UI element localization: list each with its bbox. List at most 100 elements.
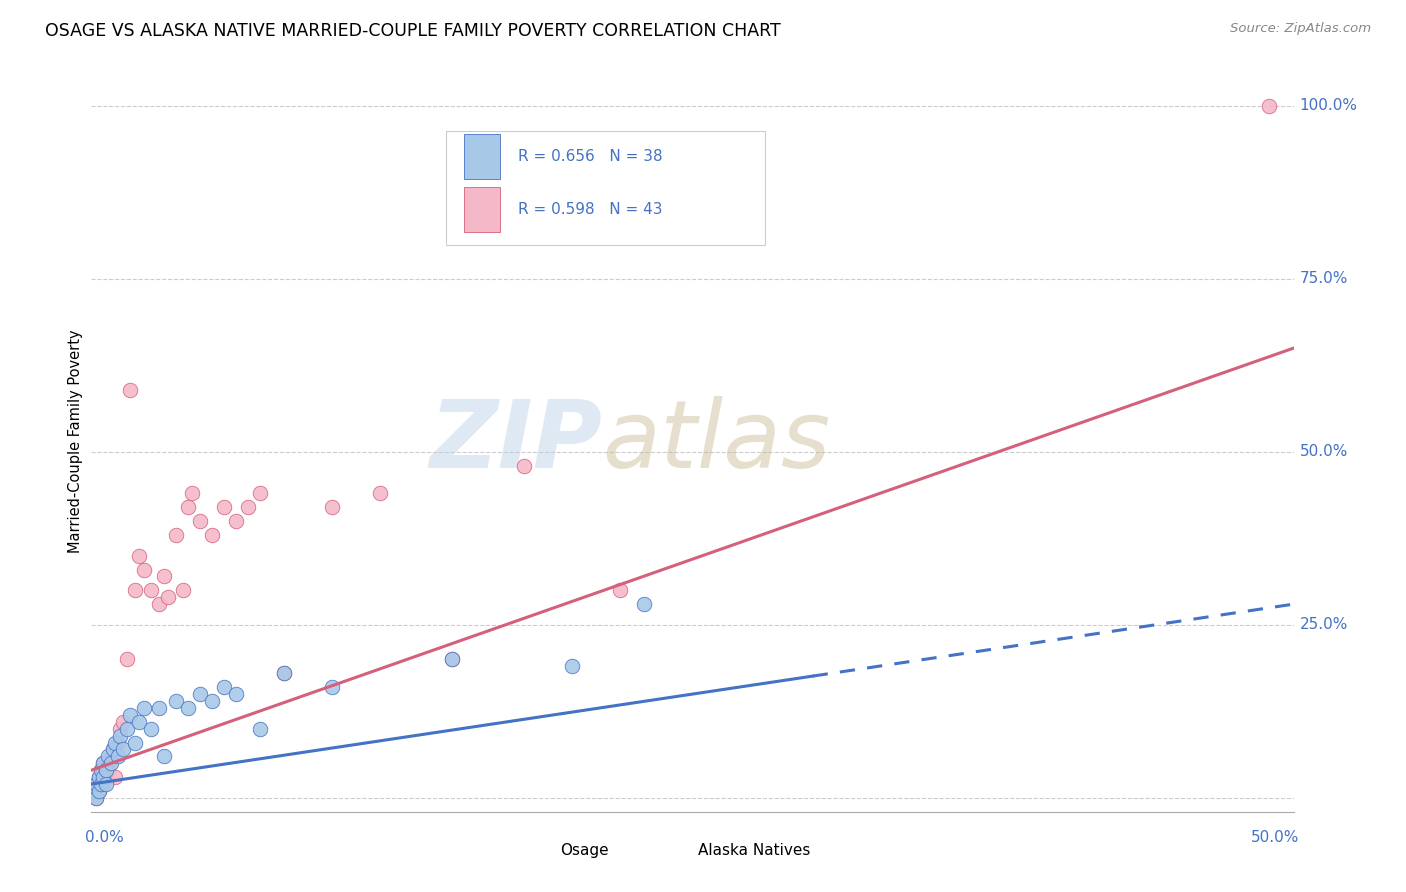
Point (100, 756, 122, 771)
FancyBboxPatch shape (524, 840, 551, 862)
Point (152, 749, 174, 764)
Point (94, 763, 117, 777)
Point (1258, 99, 1281, 113)
Text: 25.0%: 25.0% (1299, 617, 1348, 632)
Point (249, 722, 271, 736)
Point (87, 784, 110, 798)
Point (181, 486, 204, 500)
Point (101, 742, 124, 756)
Point (128, 714, 150, 729)
Point (94, 770, 117, 784)
Point (110, 722, 132, 736)
Point (84, 777, 107, 791)
Point (93, 770, 115, 784)
Point (212, 680, 235, 694)
Point (368, 486, 391, 500)
Text: 0.0%: 0.0% (86, 830, 124, 846)
Point (104, 770, 127, 784)
Point (134, 701, 156, 715)
Point (93, 756, 115, 771)
Point (93, 756, 115, 771)
Point (117, 652, 139, 666)
Point (273, 666, 295, 681)
Point (609, 583, 631, 598)
Point (236, 500, 259, 515)
Point (188, 514, 211, 528)
FancyBboxPatch shape (662, 840, 689, 862)
Point (118, 707, 141, 722)
Point (84, 790, 107, 805)
Point (128, 549, 150, 563)
Text: 75.0%: 75.0% (1299, 271, 1348, 286)
Text: OSAGE VS ALASKA NATIVE MARRIED-COUPLE FAMILY POVERTY CORRELATION CHART: OSAGE VS ALASKA NATIVE MARRIED-COUPLE FA… (45, 22, 780, 40)
FancyBboxPatch shape (464, 135, 501, 178)
Point (87, 784, 110, 798)
Point (104, 735, 127, 749)
Point (107, 735, 129, 749)
Point (225, 687, 247, 701)
Point (165, 528, 187, 542)
FancyBboxPatch shape (446, 130, 765, 245)
Point (111, 742, 134, 756)
Point (225, 514, 247, 528)
Point (83, 784, 105, 798)
Point (165, 694, 187, 708)
Point (440, 652, 463, 666)
Text: ZIP: ZIP (429, 395, 602, 488)
Point (157, 591, 180, 605)
Point (100, 749, 122, 764)
Point (111, 714, 134, 729)
Point (87, 770, 110, 784)
Point (97, 749, 120, 764)
Text: atlas: atlas (602, 396, 831, 487)
Point (84, 777, 107, 791)
Point (633, 597, 655, 611)
Point (148, 701, 170, 715)
Point (101, 742, 124, 756)
Point (321, 500, 343, 515)
Point (107, 749, 129, 764)
Point (201, 528, 224, 542)
Text: R = 0.656   N = 38: R = 0.656 N = 38 (519, 149, 662, 164)
Point (201, 694, 224, 708)
Text: Alaska Natives: Alaska Natives (699, 844, 811, 858)
Point (90, 763, 112, 777)
Point (148, 597, 170, 611)
Point (90, 777, 112, 791)
Point (513, 458, 536, 473)
Point (212, 500, 235, 515)
Point (176, 701, 198, 715)
Point (97, 756, 120, 771)
Point (176, 500, 198, 515)
Y-axis label: Married-Couple Family Poverty: Married-Couple Family Poverty (67, 330, 83, 553)
Point (152, 569, 174, 583)
Text: Source: ZipAtlas.com: Source: ZipAtlas.com (1230, 22, 1371, 36)
Point (172, 583, 194, 598)
Text: 50.0%: 50.0% (1251, 830, 1299, 846)
FancyBboxPatch shape (464, 187, 501, 232)
Point (249, 486, 271, 500)
Point (93, 777, 115, 791)
Point (117, 722, 139, 736)
Point (90, 763, 112, 777)
Point (124, 735, 146, 749)
Text: 100.0%: 100.0% (1299, 98, 1358, 113)
Point (124, 583, 146, 598)
Text: R = 0.598   N = 43: R = 0.598 N = 43 (519, 202, 662, 217)
Point (83, 784, 105, 798)
Point (87, 770, 110, 784)
Point (561, 659, 583, 673)
Point (134, 563, 156, 577)
Text: Osage: Osage (560, 844, 609, 858)
Point (141, 722, 163, 736)
Point (188, 687, 211, 701)
Point (273, 666, 295, 681)
Point (440, 652, 463, 666)
Text: 50.0%: 50.0% (1299, 444, 1348, 459)
Point (84, 790, 107, 805)
Point (321, 680, 343, 694)
Point (94, 777, 117, 791)
Point (97, 763, 120, 777)
Point (110, 729, 132, 743)
Point (118, 383, 141, 397)
